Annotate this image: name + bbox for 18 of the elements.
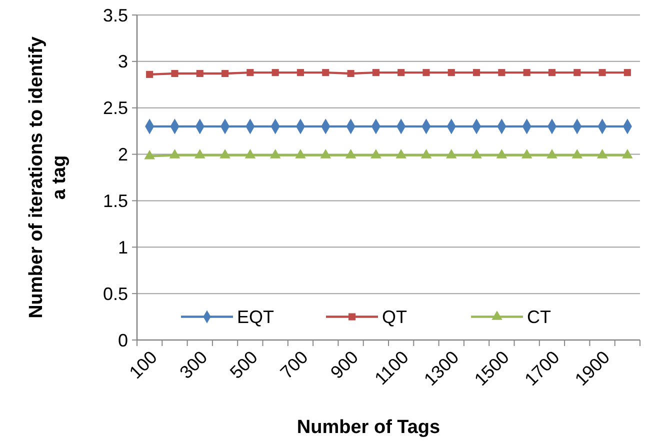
legend-label: QT	[382, 307, 407, 328]
y-tick-label: 3	[118, 52, 128, 72]
y-tick-label: 2	[118, 144, 128, 165]
y-axis-title: Number of iterations to identify a tag	[26, 36, 70, 318]
legend-label: EQT	[237, 307, 274, 328]
x-axis-title: Number of Tags	[296, 417, 440, 438]
y-tick-label: 0.5	[102, 284, 128, 304]
y-tick-label: 3.5	[102, 5, 128, 26]
x-tick-label: 300	[176, 347, 212, 383]
x-tick-label: 900	[326, 347, 362, 383]
y-tick-label: 1.5	[102, 191, 128, 212]
legend-label: CT	[527, 307, 551, 328]
x-tick-label: 100	[125, 347, 161, 383]
y-tick-label: 2.5	[102, 98, 128, 118]
y-tick-label: 1	[118, 237, 128, 258]
x-tick-label: 500	[226, 347, 262, 383]
x-tick-label: 700	[276, 347, 312, 383]
y-tick-label: 0	[118, 330, 128, 350]
